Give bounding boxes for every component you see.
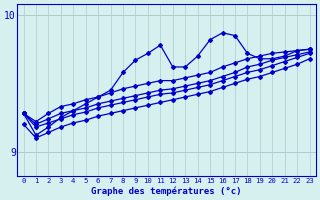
X-axis label: Graphe des températures (°c): Graphe des températures (°c) — [91, 186, 242, 196]
